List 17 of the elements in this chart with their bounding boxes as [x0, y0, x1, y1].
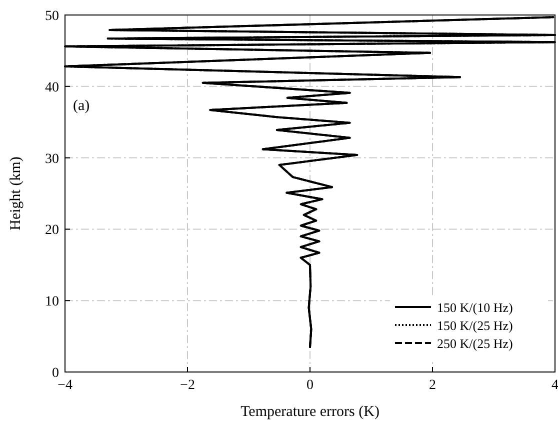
legend-label: 250 K/(25 Hz) — [437, 336, 513, 351]
y-tick-label: 20 — [45, 223, 59, 238]
legend-label: 150 K/(10 Hz) — [437, 300, 513, 315]
x-tick-label: 2 — [429, 378, 436, 393]
x-tick-label: 0 — [306, 378, 314, 393]
legend-label: 150 K/(25 Hz) — [437, 318, 513, 333]
x-tick-label: −2 — [180, 378, 195, 393]
x-axis-title: Temperature errors (K) — [240, 404, 380, 420]
y-axis-title: Height (km) — [8, 156, 24, 230]
x-tick-label: 4 — [552, 378, 558, 393]
annotation: (a) — [73, 98, 90, 114]
y-tick-label: 40 — [45, 80, 59, 96]
y-tick-label: 30 — [45, 152, 59, 167]
x-tick-label: −4 — [58, 378, 72, 393]
y-tick-label: 50 — [45, 9, 59, 24]
y-tick-label: 10 — [45, 294, 59, 310]
y-tick-label: 0 — [52, 366, 59, 381]
